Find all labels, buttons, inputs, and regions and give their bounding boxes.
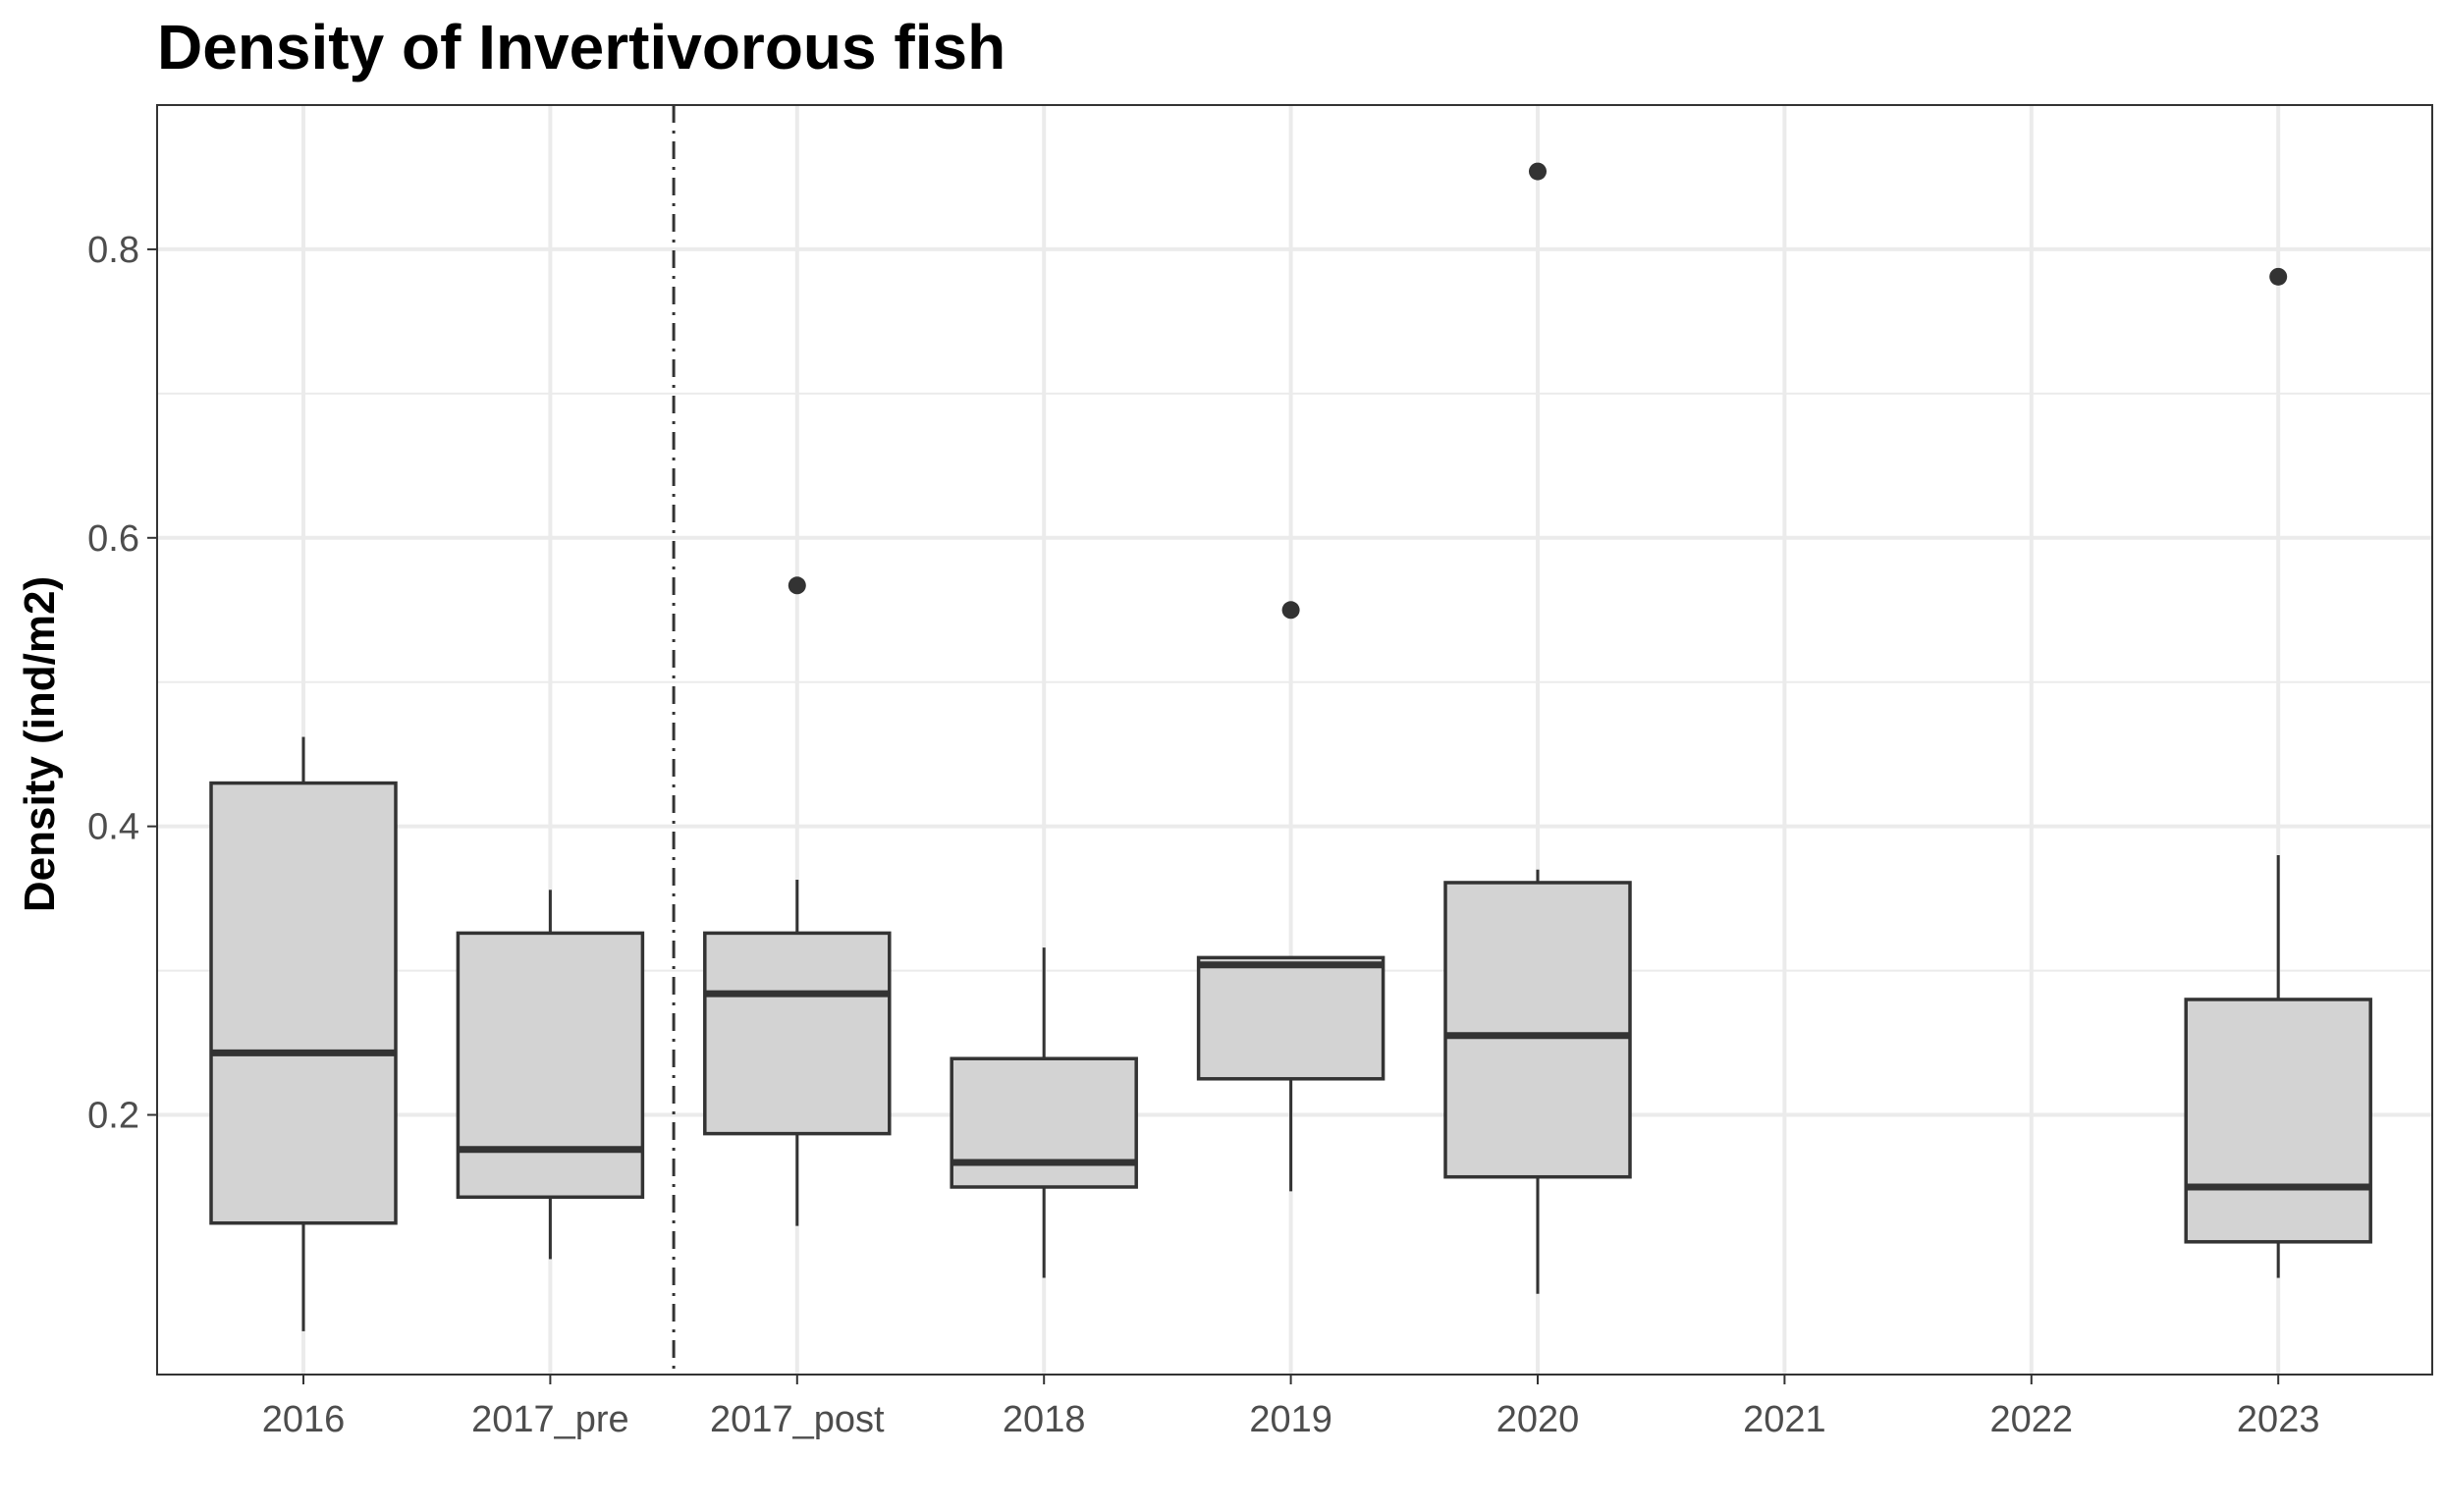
boxes-group — [209, 162, 2372, 1331]
y-tick-label: 0.2 — [87, 1096, 139, 1137]
x-tick-label: 2017_post — [710, 1399, 885, 1440]
y-tick-label: 0.6 — [87, 518, 139, 560]
box-2023 — [2184, 267, 2372, 1278]
x-tick-label: 2018 — [1003, 1399, 1086, 1440]
iqr-box — [1196, 955, 1386, 1081]
box-2020 — [1443, 162, 1632, 1294]
x-tick-label: 2019 — [1249, 1399, 1332, 1440]
axis-ticks-group: 0.2 0.4 0.6 0.8 2016 2017_pre 2017_post 2018 201… — [87, 230, 2319, 1440]
x-tick-label: 2016 — [262, 1399, 346, 1440]
outlier-point — [788, 576, 806, 595]
iqr-box — [209, 781, 398, 1225]
y-axis-label: Density (ind/m2) — [16, 576, 64, 912]
outlier-point — [1281, 601, 1300, 620]
box-2016 — [209, 736, 398, 1331]
y-tick-label: 0.8 — [87, 230, 139, 271]
x-tick-label: 2023 — [2237, 1399, 2320, 1440]
panel-border — [156, 104, 2433, 1376]
y-tick-label: 0.4 — [87, 807, 139, 848]
x-tick-label: 2020 — [1496, 1399, 1580, 1440]
x-tick-label: 2017_pre — [471, 1399, 629, 1440]
iqr-box — [1443, 881, 1632, 1179]
box-2017_post — [703, 576, 892, 1226]
outlier-point — [2269, 267, 2288, 286]
iqr-box — [703, 931, 892, 1136]
iqr-box — [950, 1056, 1138, 1189]
iqr-box — [456, 931, 645, 1200]
x-tick-label: 2021 — [1743, 1399, 1826, 1440]
outlier-point — [1529, 162, 1547, 181]
x-tick-label: 2022 — [1990, 1399, 2074, 1440]
box-2017_pre — [456, 890, 645, 1260]
chart-title: Density of Invertivorous fish — [157, 12, 1005, 82]
iqr-box — [2184, 998, 2372, 1244]
box-2018 — [950, 947, 1138, 1278]
box-2019 — [1196, 601, 1386, 1192]
